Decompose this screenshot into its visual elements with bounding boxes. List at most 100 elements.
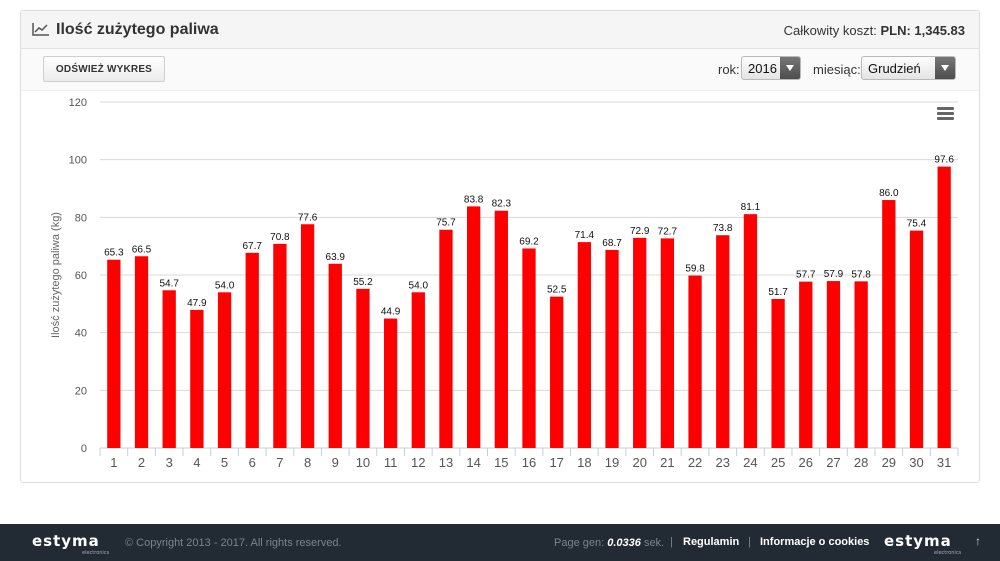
bar [162, 290, 176, 448]
bar [383, 318, 398, 448]
bar [273, 243, 287, 448]
bar [716, 235, 730, 448]
y-axis-title: Ilość zużytego paliwa (kg) [50, 212, 62, 338]
year-label: rok: [718, 62, 740, 77]
bar [605, 249, 619, 448]
bar [356, 288, 370, 448]
fuel-panel: Ilość zużytego paliwa Całkowity koszt: P… [20, 10, 980, 483]
svg-text:electronics: electronics [82, 550, 110, 556]
x-tick-label: 23 [716, 455, 730, 470]
x-tick-label: 27 [826, 455, 840, 470]
page-gen-label: Page gen: [554, 537, 605, 549]
cookies-link[interactable]: Informacje o cookies [760, 536, 870, 548]
data-label: 63.9 [326, 252, 346, 263]
bar [660, 238, 675, 448]
line-chart-icon [32, 23, 49, 36]
footer-separator: | [748, 536, 751, 548]
footer: estyma electronics © Copyright 2013 - 20… [0, 524, 1000, 561]
refresh-chart-button[interactable]: ODŚWIEŻ WYKRES [43, 56, 165, 82]
bar [411, 292, 425, 448]
x-tick-label: 4 [193, 455, 200, 470]
data-label: 81.1 [741, 202, 761, 213]
data-label: 54.7 [159, 278, 179, 289]
data-label: 67.7 [242, 241, 262, 252]
svg-text:electronics: electronics [934, 550, 962, 556]
bar [799, 281, 813, 448]
data-label: 82.3 [492, 199, 512, 210]
bar [300, 224, 315, 448]
bar [937, 166, 951, 448]
data-label: 83.8 [464, 194, 484, 205]
x-tick-label: 8 [304, 455, 311, 470]
bar [688, 275, 702, 448]
y-tick-label: 120 [69, 97, 87, 109]
estyma-logo: estyma electronics [884, 532, 962, 556]
bar [494, 210, 508, 448]
chart-menu-icon[interactable] [937, 107, 954, 121]
bar [854, 281, 868, 448]
x-tick-label: 14 [466, 455, 480, 470]
bar [190, 309, 204, 448]
x-tick-label: 13 [439, 455, 453, 470]
panel-header: Ilość zużytego paliwa Całkowity koszt: P… [21, 11, 979, 49]
x-tick-label: 3 [166, 455, 173, 470]
copyright-text: © Copyright 2013 - 2017. All rights rese… [125, 537, 342, 549]
data-label: 73.8 [713, 223, 733, 234]
data-label: 75.4 [907, 219, 927, 230]
data-label: 72.9 [630, 226, 650, 237]
data-label: 72.7 [658, 226, 678, 237]
y-tick-label: 80 [75, 212, 87, 224]
bar [328, 263, 342, 448]
data-label: 68.7 [602, 238, 622, 249]
x-tick-label: 24 [743, 455, 757, 470]
data-label: 57.9 [824, 269, 844, 280]
x-tick-label: 7 [276, 455, 283, 470]
x-tick-label: 18 [577, 455, 591, 470]
y-tick-label: 40 [75, 328, 87, 340]
x-tick-label: 29 [882, 455, 896, 470]
panel-title: Ilość zużytego paliwa [56, 21, 219, 38]
estyma-logo: estyma electronics [32, 532, 110, 556]
data-label: 66.5 [132, 244, 152, 255]
x-tick-label: 2 [138, 455, 145, 470]
data-label: 71.4 [575, 230, 595, 241]
page-gen: Page gen: 0.0336 sek. [554, 537, 664, 549]
data-label: 47.9 [187, 298, 207, 309]
total-cost-label: Całkowity koszt: [783, 23, 877, 38]
y-tick-label: 60 [75, 270, 87, 282]
year-select[interactable]: 2016 [741, 56, 801, 80]
bar [577, 242, 591, 448]
month-label: miesiąc: [813, 62, 861, 77]
x-tick-label: 15 [494, 455, 508, 470]
x-tick-label: 12 [411, 455, 425, 470]
bar [245, 252, 259, 448]
x-tick-label: 28 [854, 455, 868, 470]
data-label: 54.0 [409, 280, 429, 291]
data-label: 77.6 [298, 212, 318, 223]
data-label: 97.6 [934, 155, 954, 166]
terms-link[interactable]: Regulamin [683, 536, 740, 548]
svg-text:estyma: estyma [884, 532, 952, 550]
data-label: 57.8 [851, 269, 871, 280]
x-tick-label: 6 [249, 455, 256, 470]
page-gen-value: 0.0336 [607, 537, 641, 549]
data-label: 65.3 [104, 248, 124, 259]
data-label: 75.7 [436, 218, 456, 229]
month-select[interactable]: Grudzień [861, 56, 956, 80]
x-tick-label: 22 [688, 455, 702, 470]
total-cost-value: PLN: 1,345.83 [880, 23, 965, 38]
bar [550, 296, 564, 448]
x-tick-label: 20 [632, 455, 646, 470]
x-tick-label: 11 [384, 455, 398, 470]
x-tick-label: 1 [110, 455, 117, 470]
bar [217, 292, 232, 448]
svg-text:estyma: estyma [32, 532, 100, 550]
data-label: 70.8 [270, 232, 290, 243]
scroll-up-icon[interactable]: ↑ [975, 534, 981, 548]
x-tick-label: 30 [909, 455, 923, 470]
year-select-value: 2016 [748, 61, 777, 76]
bar [882, 200, 896, 448]
footer-separator: | [670, 536, 673, 548]
bar [633, 237, 647, 448]
